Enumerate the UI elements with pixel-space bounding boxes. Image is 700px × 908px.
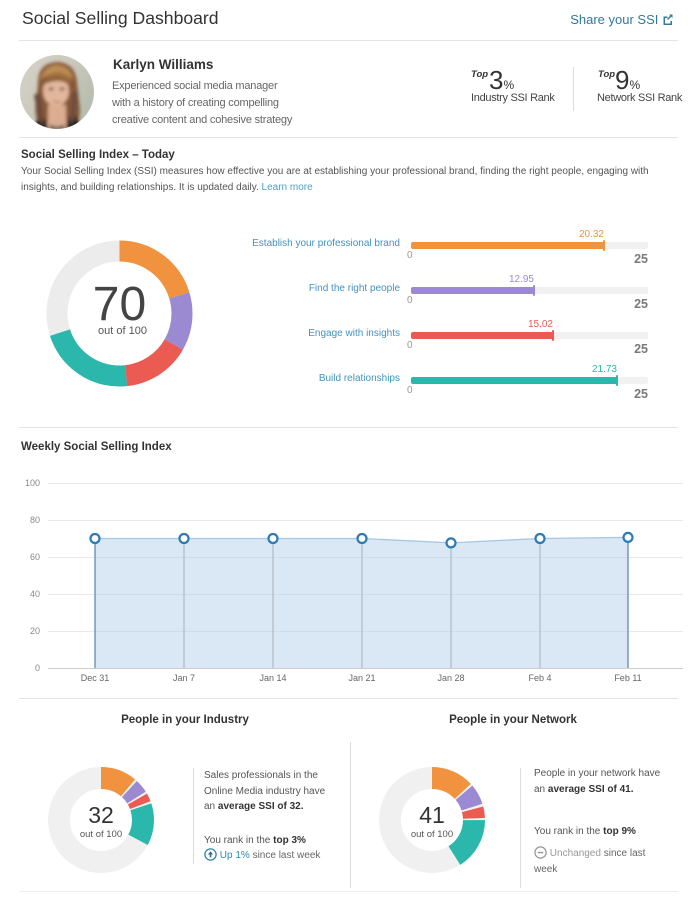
svg-text:100: 100 — [25, 478, 40, 488]
svg-text:Jan 28: Jan 28 — [437, 673, 464, 683]
svg-text:Feb 4: Feb 4 — [528, 673, 551, 683]
svg-text:Feb 11: Feb 11 — [614, 673, 641, 683]
svg-text:Dec 31: Dec 31 — [81, 673, 110, 683]
svg-text:40: 40 — [30, 589, 40, 599]
svg-text:20: 20 — [30, 626, 40, 636]
svg-text:Jan 14: Jan 14 — [259, 673, 286, 683]
svg-text:60: 60 — [30, 552, 40, 562]
svg-text:0: 0 — [35, 663, 40, 673]
svg-text:Jan 21: Jan 21 — [348, 673, 375, 683]
svg-text:Jan 7: Jan 7 — [173, 673, 195, 683]
svg-text:80: 80 — [30, 515, 40, 525]
